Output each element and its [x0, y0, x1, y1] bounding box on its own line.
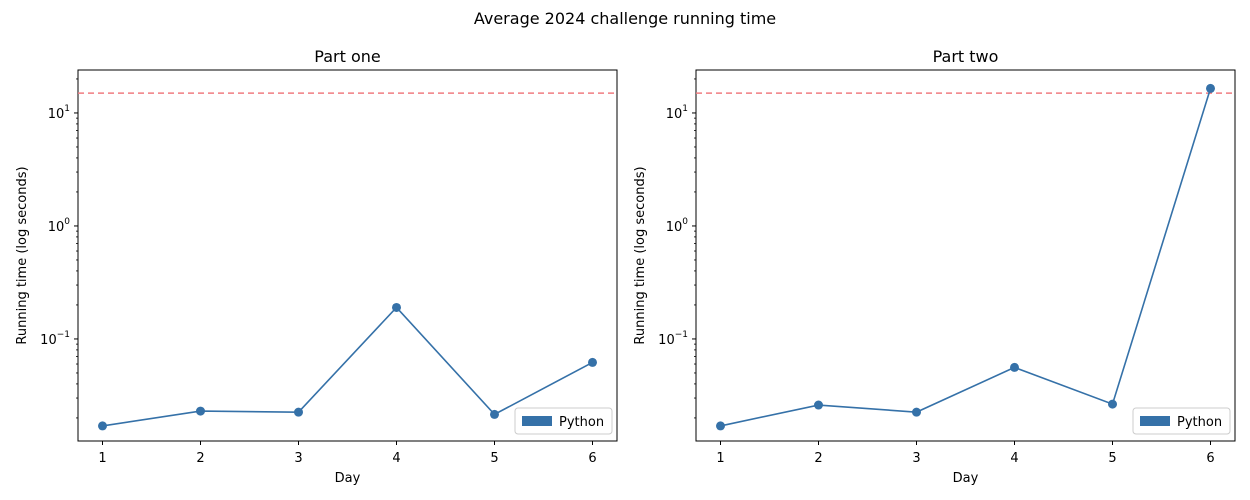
data-point: [1108, 399, 1117, 409]
series-line: [720, 88, 1212, 427]
panel-part-two: Part two 1 2 3 4 5 6 10−1 100 101 Day Running time …: [633, 47, 1236, 486]
series-line: [102, 306, 593, 427]
legend-swatch: [522, 416, 552, 426]
legend-label: Python: [1177, 415, 1222, 430]
legend: Python: [1132, 407, 1231, 435]
data-point: [588, 357, 597, 367]
y-tick-label: 100: [666, 217, 689, 235]
x-tick-label: 4: [1010, 451, 1018, 466]
x-tick-label: 6: [1206, 451, 1214, 466]
x-axis-label: Day: [335, 471, 361, 486]
data-point: [1010, 362, 1019, 372]
data-point: [716, 421, 725, 431]
panel-title: Part two: [933, 47, 999, 66]
x-tick-label: 2: [196, 451, 204, 466]
y-axis-label: Running time (log seconds): [633, 166, 648, 344]
y-tick-label: 100: [48, 217, 71, 235]
data-point: [98, 421, 107, 431]
legend-swatch: [1140, 416, 1170, 426]
x-tick-label: 5: [1108, 451, 1116, 466]
x-tick-label: 1: [716, 451, 724, 466]
data-point: [490, 409, 499, 419]
figure-title: Average 2024 challenge running time: [474, 9, 776, 28]
x-tick-label: 2: [814, 451, 822, 466]
legend-box: [1132, 407, 1231, 435]
x-axis-label: Day: [953, 471, 979, 486]
x-tick-label: 1: [98, 451, 106, 466]
panel-part-one: Part one 1 2 3 4 5 6 10−1 100 101 Day Running time …: [15, 47, 618, 486]
y-tick-label: 10−1: [40, 330, 70, 348]
x-tick-label: 4: [392, 451, 400, 466]
data-point: [196, 406, 205, 416]
y-tick-label: 101: [666, 104, 688, 122]
y-axis-label: Running time (log seconds): [15, 166, 30, 344]
data-point: [1206, 83, 1215, 93]
x-tick-label: 5: [490, 451, 498, 466]
y-tick-label: 10−1: [658, 330, 688, 348]
y-tick-label: 101: [48, 104, 70, 122]
x-tick-label: 3: [294, 451, 302, 466]
x-tick-label: 6: [588, 451, 596, 466]
panel-title: Part one: [314, 47, 380, 66]
data-point: [912, 407, 921, 417]
data-point: [814, 400, 823, 410]
data-point: [294, 407, 303, 417]
x-tick-label: 3: [912, 451, 920, 466]
data-point: [392, 302, 401, 312]
legend: Python: [514, 407, 613, 435]
axes-frame: [77, 69, 618, 442]
legend-label: Python: [559, 415, 604, 430]
axes-frame: [695, 69, 1236, 442]
legend-box: [514, 407, 613, 435]
